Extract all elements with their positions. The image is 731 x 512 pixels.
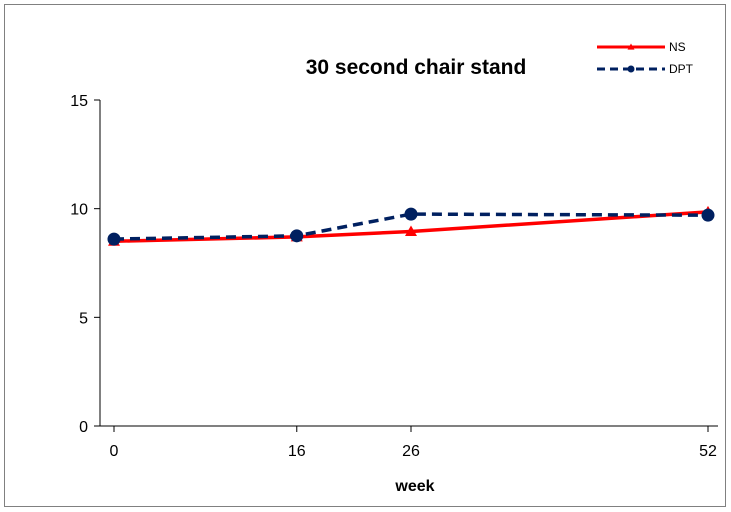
data-point-dpt — [107, 232, 121, 246]
y-ticks: 0 5 10 15 — [70, 93, 100, 436]
series-layer — [107, 205, 715, 246]
legend-entry-ns: NS — [597, 40, 686, 54]
x-tick-label: 16 — [288, 443, 306, 460]
data-point-dpt — [627, 65, 635, 73]
x-tick-label: 52 — [699, 443, 717, 460]
series-line-dpt — [113, 212, 709, 241]
y-tick-label: 15 — [70, 93, 88, 110]
data-point-dpt — [290, 229, 304, 243]
chart-frame — [4, 4, 726, 507]
y-tick-label: 5 — [79, 310, 88, 327]
x-ticks: 0 16 26 52 — [110, 426, 717, 460]
chart-title: 30 second chair stand — [306, 56, 527, 79]
axes — [99, 100, 718, 427]
legend-label: DPT — [669, 62, 694, 76]
x-tick-label: 26 — [402, 443, 420, 460]
series-dpt — [107, 207, 715, 246]
x-tick-label: 0 — [110, 443, 119, 460]
x-axis-label: week — [394, 478, 434, 495]
legend-entry-dpt: DPT — [597, 62, 694, 76]
series-line-ns — [113, 210, 709, 244]
data-point-dpt — [404, 207, 418, 221]
y-tick-label: 10 — [70, 202, 88, 219]
data-point-dpt — [701, 208, 715, 222]
y-tick-label: 0 — [79, 419, 88, 436]
data-point-ns — [405, 225, 417, 236]
legend-label: NS — [669, 40, 686, 54]
legend: NS DPT — [597, 40, 694, 76]
data-point-ns — [627, 43, 635, 50]
